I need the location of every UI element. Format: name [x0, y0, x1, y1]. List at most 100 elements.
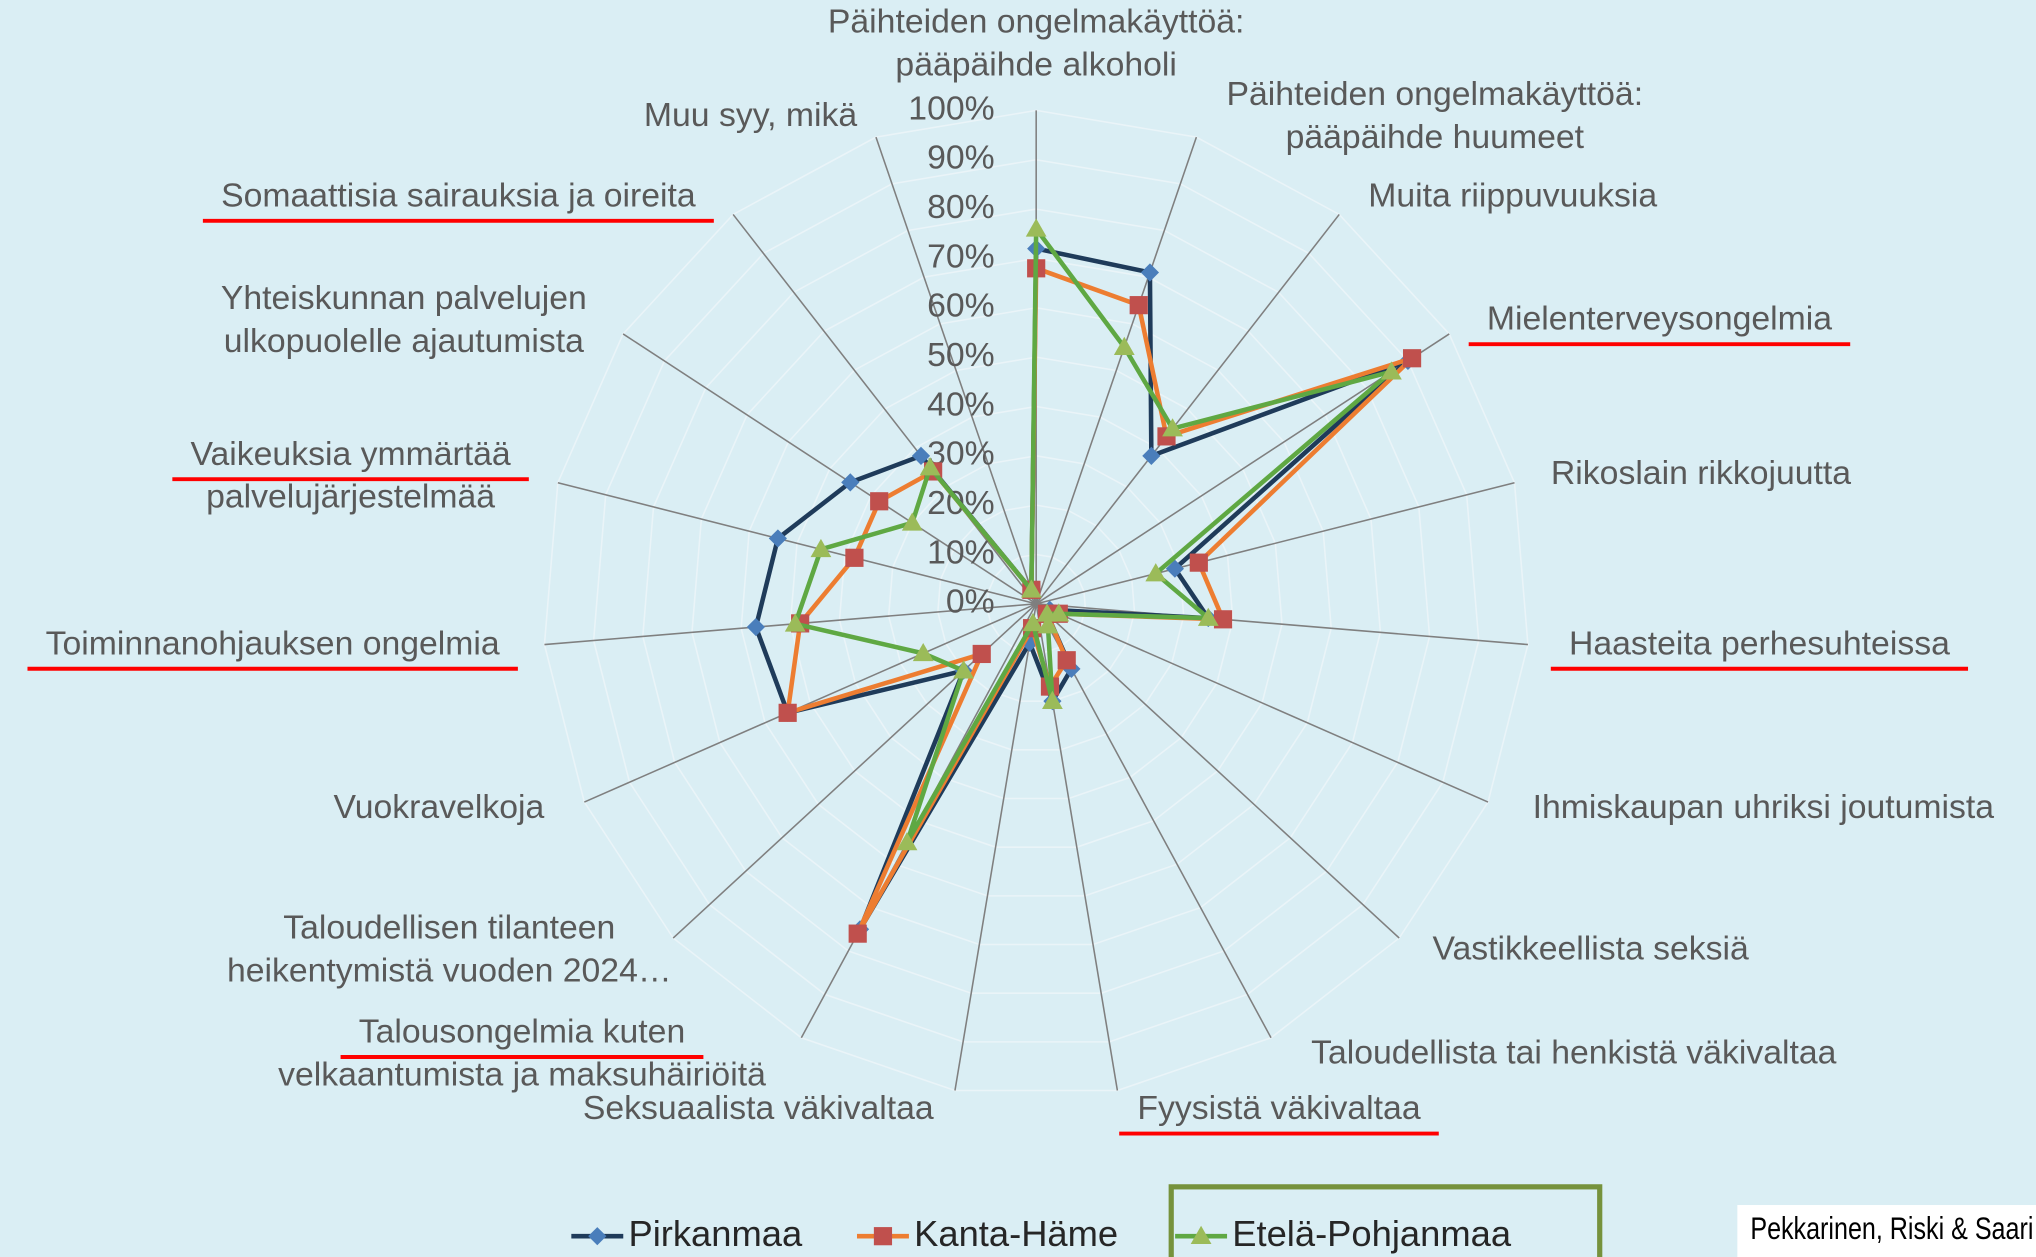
- category-label: Toiminnanohjauksen ongelmia: [46, 624, 500, 662]
- marker: [848, 924, 867, 943]
- y-tick-label: 80%: [927, 188, 995, 226]
- marker: [1381, 361, 1402, 380]
- grid-ring: [543, 109, 1529, 1092]
- y-tick-label: 100%: [908, 89, 994, 127]
- series-line: [792, 226, 1394, 845]
- marker: [1025, 218, 1047, 237]
- grid-ring: [937, 504, 1136, 702]
- source: Pekkarinen, Riski & Saari: [1750, 1211, 2033, 1246]
- category-label: Päihteiden ongelmakäyttöä: pääpäihde huum…: [1227, 75, 1644, 156]
- grid-ring: [592, 158, 1480, 1043]
- marker: [1037, 615, 1059, 634]
- legend-label: Kanta-Häme: [914, 1213, 1118, 1254]
- spoke: [954, 603, 1037, 1091]
- spoke: [1035, 603, 1272, 1039]
- marker: [1189, 553, 1208, 572]
- spoke: [1036, 603, 1528, 646]
- marker: [588, 1227, 607, 1246]
- category-label: Seksuaalista väkivaltaa: [583, 1089, 934, 1127]
- category-label: Vastikkeellista seksiä: [1432, 929, 1749, 967]
- marker: [873, 1227, 893, 1246]
- category-label: Somaattisia sairauksia ja oireita: [221, 176, 696, 214]
- spoke: [875, 136, 1037, 605]
- marker: [1213, 610, 1233, 629]
- category-label: Taloudellista tai henkistä väkivaltaa: [1311, 1033, 1837, 1071]
- spoke: [1035, 136, 1198, 605]
- legend-highlight: [1168, 1184, 1603, 1257]
- grid-ring: [789, 356, 1283, 848]
- marker: [778, 703, 797, 722]
- category-label: Vaikeuksia ymmärtää palvelujärjestelmää: [191, 435, 511, 516]
- marker: [1190, 1225, 1212, 1244]
- y-tick-label: 50%: [927, 336, 995, 374]
- category-label: Talousongelmia kuten velkaantumista ja ma…: [278, 1013, 766, 1094]
- marker: [1020, 579, 1042, 598]
- marker: [911, 446, 931, 465]
- grid-ring: [838, 405, 1234, 800]
- marker: [1129, 296, 1148, 315]
- marker: [1402, 349, 1422, 368]
- y-tick-label: 40%: [927, 385, 995, 423]
- axis-ticks: 0%10%20%30%40%50%60%70%80%90%100%: [908, 89, 994, 620]
- marker: [912, 642, 934, 662]
- marker: [896, 832, 918, 851]
- spoke: [1035, 603, 1489, 803]
- marker: [845, 548, 864, 567]
- marker: [919, 457, 941, 476]
- marker: [1162, 418, 1183, 437]
- category-label: Vuokravelkoja: [334, 788, 545, 826]
- category-label: Ihmiskaupan uhriksi joutumista: [1533, 788, 1995, 826]
- grid-ring: [642, 208, 1431, 994]
- marker: [1113, 336, 1135, 355]
- marker: [1057, 651, 1076, 670]
- marker: [1142, 446, 1161, 465]
- marker: [1165, 559, 1184, 578]
- marker: [1042, 690, 1063, 709]
- category-label: Mielenterveysongelmia: [1487, 300, 1832, 338]
- marker: [1036, 603, 1058, 622]
- spoke: [622, 333, 1037, 605]
- grid-ring: [986, 553, 1087, 654]
- marker: [841, 473, 860, 492]
- marker: [1140, 263, 1160, 282]
- category-label: Muu syy, mikä: [644, 96, 857, 134]
- category-labels: Päihteiden ongelmakäyttöä: pääpäihde alko…: [27, 2, 1995, 1136]
- marker: [1022, 612, 1044, 632]
- marker: [768, 529, 787, 548]
- marker: [972, 644, 991, 664]
- y-tick-label: 0%: [946, 583, 995, 621]
- category-label: Yhteiskunnan palvelujen ulkopuolelle ajau…: [221, 279, 587, 360]
- y-tick-label: 60%: [927, 287, 995, 325]
- marker: [746, 617, 765, 637]
- source-box: [1737, 1205, 2036, 1257]
- legend: Pirkanmaa Kanta-Häme Etelä-Pohjanmaa: [571, 1184, 1603, 1257]
- legend-label: Etelä-Pohjanmaa: [1232, 1213, 1512, 1254]
- marker: [1197, 607, 1219, 626]
- marker: [784, 613, 806, 632]
- y-tick-label: 10%: [927, 533, 995, 571]
- y-tick-label: 70%: [927, 237, 995, 275]
- spoke: [557, 481, 1037, 605]
- marker: [870, 492, 889, 511]
- category-label: Fyysistä väkivaltaa: [1137, 1089, 1420, 1127]
- spoke: [1035, 213, 1340, 605]
- category-label: Muita riippuvuuksia: [1368, 176, 1657, 214]
- category-label: Päihteiden ongelmakäyttöä: pääpäihde alko…: [828, 2, 1245, 83]
- spoke: [1035, 603, 1400, 939]
- category-label: Taloudellisen tilanteen heikentymistä vuo…: [227, 909, 672, 990]
- marker: [1145, 563, 1167, 582]
- plot-area: [746, 218, 1422, 943]
- marker: [901, 512, 923, 531]
- category-label: Haasteita perhesuhteissa: [1569, 624, 1950, 662]
- y-tick-label: 90%: [927, 139, 995, 177]
- legend-label: Pirkanmaa: [628, 1213, 803, 1254]
- category-label: Rikoslain rikkojuutta: [1551, 454, 1851, 492]
- marker: [810, 538, 832, 558]
- spoke: [584, 603, 1037, 803]
- spoke: [732, 213, 1037, 605]
- series-line: [753, 246, 1411, 932]
- spoke: [1035, 481, 1515, 605]
- marker: [953, 660, 974, 679]
